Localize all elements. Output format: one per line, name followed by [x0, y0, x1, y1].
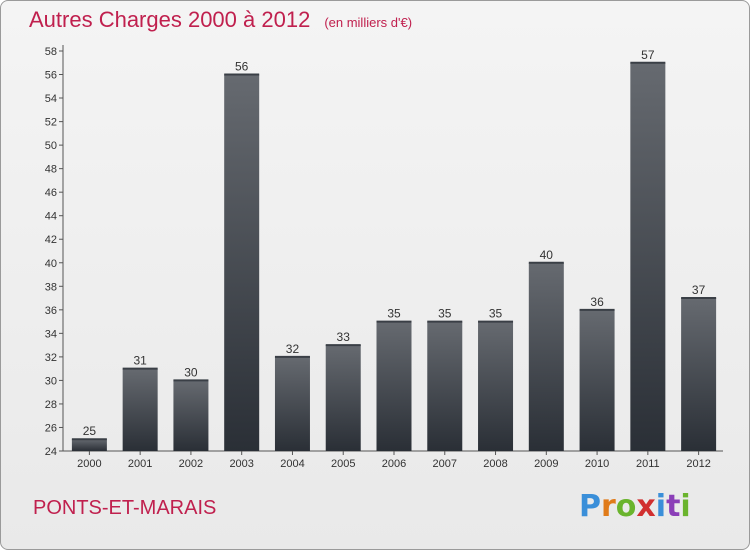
- commune-name: PONTS-ET-MARAIS: [33, 497, 217, 519]
- x-tick-label: 2002: [179, 458, 203, 470]
- data-label: 35: [489, 307, 503, 321]
- y-tick-label: 38: [45, 281, 57, 293]
- y-tick-label: 30: [45, 375, 57, 387]
- logo-letter: x: [636, 489, 656, 524]
- y-tick-label: 58: [45, 46, 57, 58]
- bar: [173, 380, 209, 451]
- bar: [224, 74, 260, 451]
- logo-letter: i: [655, 489, 667, 524]
- x-tick-label: 2005: [331, 458, 355, 470]
- y-tick-label: 48: [45, 164, 57, 176]
- title-text: Autres Charges 2000 à 2012: [29, 7, 311, 32]
- labels: 2000 25 2001 31 2002 30 2003 56 2004 32 2005 33 2006…: [77, 48, 711, 470]
- chart-title: Autres Charges 2000 à 2012 (en milliers d…: [29, 7, 412, 33]
- bar: [274, 356, 310, 451]
- x-tick-label: 2008: [483, 458, 507, 470]
- y-tick-label: 36: [45, 305, 57, 317]
- data-label: 40: [540, 248, 554, 262]
- data-label: 37: [692, 283, 706, 297]
- data-label: 32: [286, 342, 300, 356]
- logo-letter: t: [666, 489, 681, 524]
- data-label: 33: [337, 330, 351, 344]
- y-tick-label: 54: [45, 93, 57, 105]
- chart-subtitle: (en milliers d'€): [324, 15, 413, 30]
- bar: [376, 321, 412, 451]
- y-tick-label: 32: [45, 352, 57, 364]
- bar: [528, 262, 564, 451]
- logo-letter: o: [615, 489, 637, 524]
- x-tick-label: 2010: [585, 458, 609, 470]
- x-tick-label: 2006: [382, 458, 406, 470]
- x-tick-label: 2012: [686, 458, 710, 470]
- bar: [427, 321, 463, 451]
- logo-letter: P: [579, 489, 601, 524]
- bar: [122, 368, 158, 451]
- proxiti-logo[interactable]: Proxiti: [579, 489, 691, 524]
- bar: [630, 62, 666, 451]
- y-tick-label: 44: [45, 211, 57, 223]
- y-tick-label: 28: [45, 399, 57, 411]
- axes: 24 26 28 30 32 34 36 38 40 42 44 46 48 50 52 54 56 58: [45, 45, 723, 458]
- y-tick-label: 52: [45, 117, 57, 129]
- data-label: 56: [235, 60, 249, 74]
- y-tick-label: 26: [45, 422, 57, 434]
- x-tick-label: 2001: [128, 458, 152, 470]
- bar: [71, 439, 107, 451]
- data-label: 35: [438, 307, 452, 321]
- y-tick-label: 34: [45, 328, 57, 340]
- bar: [478, 321, 514, 451]
- x-tick-label: 2004: [280, 458, 304, 470]
- y-tick-label: 56: [45, 70, 57, 82]
- logo-letter: r: [601, 489, 616, 524]
- bar: [579, 309, 615, 451]
- data-label: 36: [590, 295, 604, 309]
- data-label: 35: [387, 307, 401, 321]
- data-label: 30: [184, 365, 198, 379]
- data-label: 25: [83, 424, 97, 438]
- y-tick-label: 50: [45, 140, 57, 152]
- data-label: 57: [641, 48, 655, 62]
- logo-letter: i: [680, 489, 691, 524]
- bar: [681, 298, 717, 451]
- y-tick-label: 40: [45, 258, 57, 270]
- bar: [325, 345, 361, 451]
- x-tick-label: 2007: [433, 458, 457, 470]
- y-tick-label: 24: [45, 446, 57, 458]
- y-tick-label: 42: [45, 234, 57, 246]
- x-tick-label: 2011: [636, 458, 660, 470]
- x-tick-label: 2003: [229, 458, 253, 470]
- x-tick-label: 2000: [77, 458, 101, 470]
- y-tick-label: 46: [45, 187, 57, 199]
- data-label: 31: [133, 354, 147, 368]
- x-tick-label: 2009: [534, 458, 558, 470]
- bars: [71, 61, 717, 451]
